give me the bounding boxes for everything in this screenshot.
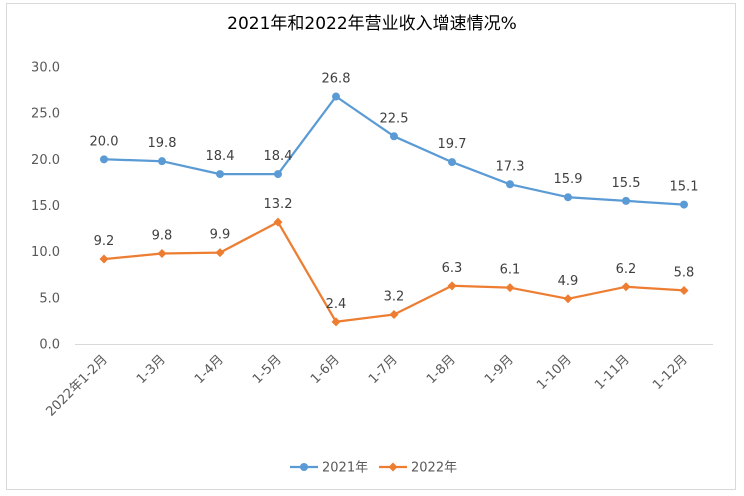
legend: 2021年 2022年 (290, 461, 457, 476)
data-point (273, 217, 283, 227)
data-point (158, 157, 166, 166)
data-point (157, 249, 167, 259)
y-tick-label: 20.0 (31, 153, 60, 168)
x-tick-label: 1-7月 (366, 352, 401, 387)
data-point (680, 200, 688, 209)
data-label: 9.8 (152, 229, 173, 244)
data-point (390, 132, 398, 141)
data-label: 15.5 (612, 176, 641, 191)
data-point (331, 317, 341, 327)
data-point (564, 193, 572, 202)
x-tick-label: 1-8月 (424, 352, 459, 387)
data-label: 2.4 (326, 297, 347, 312)
y-tick-label: 5.0 (39, 291, 60, 306)
data-point (621, 282, 631, 292)
data-label: 13.2 (264, 197, 293, 212)
x-tick-label: 1-9月 (482, 352, 517, 387)
chart-title: 2021年和2022年营业收入增速情况% (227, 14, 517, 34)
chart-frame (6, 3, 736, 490)
data-label: 9.9 (210, 228, 231, 243)
x-tick-label: 1-12月 (650, 352, 691, 393)
x-axis: 2022年1-2月 1-3月 1-4月 1-5月 1-6月 1-7月 1-8月 1-9月 1-1… (43, 352, 690, 419)
data-label: 19.8 (148, 136, 177, 151)
data-label: 20.0 (90, 134, 119, 149)
data-point (274, 170, 282, 179)
y-tick-label: 15.0 (31, 199, 60, 214)
y-tick-label: 10.0 (31, 245, 60, 260)
y-tick-label: 25.0 (31, 107, 60, 122)
data-label: 3.2 (384, 289, 405, 304)
data-label: 4.9 (558, 274, 579, 289)
data-point (679, 285, 689, 295)
x-tick-label: 2022年1-2月 (43, 352, 110, 419)
legend-label: 2021年 (322, 461, 368, 476)
data-label: 9.2 (94, 234, 115, 249)
x-tick-label: 1-10月 (534, 352, 575, 393)
data-point (216, 170, 224, 179)
data-label: 18.4 (206, 149, 235, 164)
data-point (100, 155, 108, 164)
data-point (505, 283, 515, 293)
data-point (447, 281, 457, 291)
data-label: 15.1 (670, 180, 699, 195)
legend-marker (388, 462, 398, 472)
x-tick-label: 1-5月 (250, 352, 285, 387)
data-label: 15.9 (554, 172, 583, 187)
x-tick-label: 1-11月 (592, 352, 633, 393)
x-tick-label: 1-4月 (192, 352, 227, 387)
data-label: 17.3 (496, 159, 525, 174)
x-tick-label: 1-6月 (308, 352, 343, 387)
series-group: 20.0 19.8 18.4 18.4 26.8 22.5 19.7 17.3 15.9 15.5… (90, 72, 699, 327)
y-tick-label: 0.0 (39, 338, 60, 353)
data-label: 6.3 (442, 261, 463, 276)
data-label: 22.5 (380, 111, 409, 126)
y-axis: 0.0 5.0 10.0 15.0 20.0 25.0 30.0 (31, 61, 60, 353)
data-point (506, 180, 514, 189)
data-label: 5.8 (674, 265, 695, 280)
legend-marker (300, 463, 308, 471)
data-label: 19.7 (438, 137, 467, 152)
data-point (215, 248, 225, 258)
data-label: 6.2 (616, 262, 637, 277)
data-point (332, 92, 340, 101)
data-label: 18.4 (264, 149, 293, 164)
data-point (448, 158, 456, 167)
data-point (622, 196, 630, 205)
legend-label: 2022年 (411, 461, 457, 476)
data-label: 6.1 (500, 263, 521, 278)
data-point (99, 254, 109, 264)
y-tick-label: 30.0 (31, 61, 60, 76)
data-point (389, 309, 399, 319)
series-line-2 (102, 220, 686, 323)
data-label: 26.8 (322, 72, 351, 87)
x-tick-label: 1-3月 (134, 352, 169, 387)
data-point (563, 294, 573, 304)
